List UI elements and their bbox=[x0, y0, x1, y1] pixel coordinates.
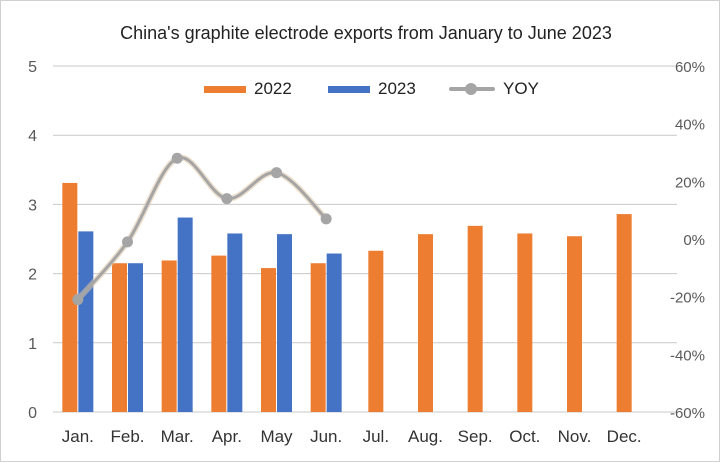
yoy-point bbox=[122, 236, 133, 248]
y2-tick-label: 0% bbox=[683, 232, 705, 249]
yoy-point bbox=[271, 167, 282, 179]
legend-label-yoy: YOY bbox=[503, 79, 539, 98]
bar-2022 bbox=[161, 260, 177, 412]
legend-item-2023: 2023 bbox=[328, 79, 416, 99]
bar-2022 bbox=[368, 250, 384, 412]
chart-title: China's graphite electrode exports from … bbox=[120, 23, 612, 43]
chart-legend: 2022 2023 YOY bbox=[1, 79, 720, 101]
yoy-point bbox=[221, 193, 233, 205]
bar-2022 bbox=[112, 263, 127, 412]
legend-label-2022: 2022 bbox=[254, 79, 292, 98]
x-tick-label: Sep. bbox=[458, 427, 493, 446]
bar-2022 bbox=[62, 182, 78, 412]
legend-item-yoy: YOY bbox=[449, 79, 539, 99]
x-tick-label: Dec. bbox=[607, 427, 642, 446]
bar-2023 bbox=[177, 217, 193, 412]
legend-swatch-yoy bbox=[449, 83, 495, 95]
x-tick-label: Mar. bbox=[161, 427, 194, 446]
x-tick-label: Feb. bbox=[110, 427, 144, 446]
yoy-point bbox=[72, 294, 84, 306]
legend-swatch-2022 bbox=[204, 85, 246, 93]
y2-tick-label: 20% bbox=[675, 174, 705, 191]
bar-2023 bbox=[78, 231, 94, 412]
x-tick-label: Apr. bbox=[212, 427, 242, 446]
y-tick-label: 0 bbox=[28, 405, 37, 422]
bar-2023 bbox=[227, 233, 243, 412]
y-tick-label: 4 bbox=[28, 128, 37, 145]
legend-swatch-2023 bbox=[328, 85, 370, 93]
y2-tick-label: -60% bbox=[670, 405, 705, 422]
yoy-point bbox=[171, 152, 183, 164]
bar-2022 bbox=[211, 255, 227, 412]
bar-2022 bbox=[310, 263, 326, 412]
legend-label-2023: 2023 bbox=[378, 79, 416, 98]
y-tick-label: 3 bbox=[28, 197, 37, 214]
bar-2022 bbox=[517, 233, 533, 412]
x-tick-label: Jan. bbox=[62, 427, 94, 446]
bar-2022 bbox=[467, 225, 483, 412]
bar-2023 bbox=[277, 234, 292, 412]
bar-2022 bbox=[418, 234, 433, 412]
bar-2022 bbox=[616, 214, 632, 412]
bar-2022 bbox=[261, 268, 276, 412]
bar-2022 bbox=[567, 236, 582, 412]
x-tick-label: Oct. bbox=[509, 427, 540, 446]
bar-2023 bbox=[128, 263, 143, 412]
legend-item-2022: 2022 bbox=[204, 79, 292, 99]
x-tick-label: Jun. bbox=[310, 427, 342, 446]
x-tick-label: Aug. bbox=[408, 427, 443, 446]
x-tick-label: Nov. bbox=[558, 427, 592, 446]
yoy-point bbox=[320, 213, 332, 225]
legend-marker-yoy bbox=[465, 83, 477, 95]
bar-2023 bbox=[326, 253, 342, 412]
y2-tick-label: -40% bbox=[670, 347, 705, 364]
y-tick-label: 2 bbox=[28, 267, 37, 284]
y-tick-label: 1 bbox=[28, 336, 37, 353]
y-tick-label: 5 bbox=[28, 59, 37, 76]
y2-tick-label: 40% bbox=[675, 117, 705, 134]
y2-tick-label: 60% bbox=[675, 59, 705, 76]
y2-tick-label: -20% bbox=[670, 290, 705, 307]
x-tick-label: Jul. bbox=[363, 427, 389, 446]
x-tick-label: May bbox=[260, 427, 293, 446]
